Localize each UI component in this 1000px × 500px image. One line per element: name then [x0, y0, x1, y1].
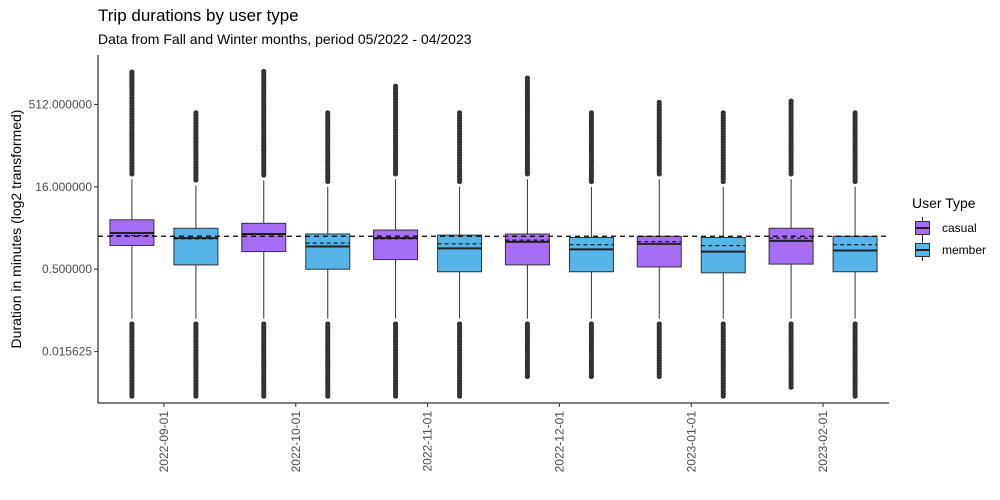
- legend-item-casual: casual: [912, 217, 986, 239]
- box-member-2022-11-01: [437, 234, 483, 273]
- outliers-high-casual-2022-11-01: [392, 83, 399, 177]
- outliers-high-casual-2023-02-01: [788, 98, 794, 177]
- outliers-low-casual-2022-10-01: [261, 321, 267, 399]
- chart-subtitle: Data from Fall and Winter months, period…: [98, 31, 472, 47]
- y-tick-label-1: 0.500000: [42, 262, 92, 276]
- outliers-low-member-2022-10-01: [325, 321, 331, 399]
- outliers-low-member-2023-02-01: [852, 321, 858, 399]
- box-member-2023-01-01: [700, 236, 746, 274]
- legend-title: User Type: [912, 195, 976, 211]
- outliers-low-casual-2023-01-01: [656, 321, 662, 380]
- outliers-high-casual-2022-10-01: [261, 68, 267, 178]
- outliers-low-member-2022-12-01: [588, 321, 595, 380]
- outliers-low-member-2022-11-01: [456, 321, 463, 399]
- legend-key-member: [912, 239, 934, 261]
- outliers-low-casual-2022-12-01: [524, 321, 531, 380]
- legend: User Type casual member: [912, 195, 986, 261]
- outliers-high-member-2022-09-01: [193, 110, 199, 183]
- box-member-2022-10-01: [305, 233, 351, 270]
- outliers-low-casual-2022-11-01: [392, 321, 399, 399]
- box-member-2023-02-01: [832, 235, 878, 273]
- box-casual-2023-01-01: [636, 235, 682, 268]
- legend-label-casual: casual: [942, 221, 977, 235]
- y-axis-title: Duration in minutes (log2 transformed): [8, 110, 24, 349]
- outliers-high-casual-2022-12-01: [524, 75, 531, 177]
- box-casual-2022-11-01: [373, 229, 419, 261]
- legend-label-member: member: [942, 243, 987, 257]
- outliers-high-member-2022-12-01: [588, 110, 595, 185]
- outliers-low-casual-2023-02-01: [788, 321, 794, 390]
- x-tick-label-2: 2022-11-01: [421, 411, 435, 472]
- outliers-high-casual-2022-09-01: [129, 69, 135, 177]
- legend-item-member: member: [912, 239, 986, 261]
- y-tick-label-0: 0.015625: [42, 345, 92, 359]
- y-tick-label-3: 512.000000: [29, 97, 93, 111]
- y-tick-label-2: 16.000000: [35, 180, 92, 194]
- x-tick-label-1: 2022-10-01: [289, 411, 303, 473]
- legend-key-casual: [912, 217, 934, 239]
- outliers-high-member-2023-01-01: [720, 110, 726, 185]
- outliers-high-casual-2023-01-01: [656, 99, 662, 177]
- x-tick-label-3: 2022-12-01: [552, 411, 566, 473]
- outliers-low-casual-2022-09-01: [129, 321, 135, 399]
- box-member-2022-09-01: [173, 227, 219, 266]
- outliers-high-member-2022-11-01: [456, 110, 463, 185]
- chart-title: Trip durations by user type: [98, 6, 299, 25]
- box-casual-2022-12-01: [504, 233, 550, 266]
- x-tick-label-0: 2022-09-01: [157, 411, 171, 473]
- x-tick-label-4: 2023-01-01: [684, 411, 698, 473]
- outliers-high-member-2023-02-01: [852, 110, 858, 185]
- outliers-low-member-2023-01-01: [720, 321, 726, 399]
- outliers-low-member-2022-09-01: [193, 321, 199, 399]
- x-tick-label-5: 2023-02-01: [816, 411, 830, 473]
- box-casual-2022-10-01: [241, 222, 287, 253]
- box-member-2022-12-01: [568, 236, 614, 273]
- box-casual-2023-02-01: [768, 227, 814, 265]
- outliers-high-member-2022-10-01: [325, 110, 331, 185]
